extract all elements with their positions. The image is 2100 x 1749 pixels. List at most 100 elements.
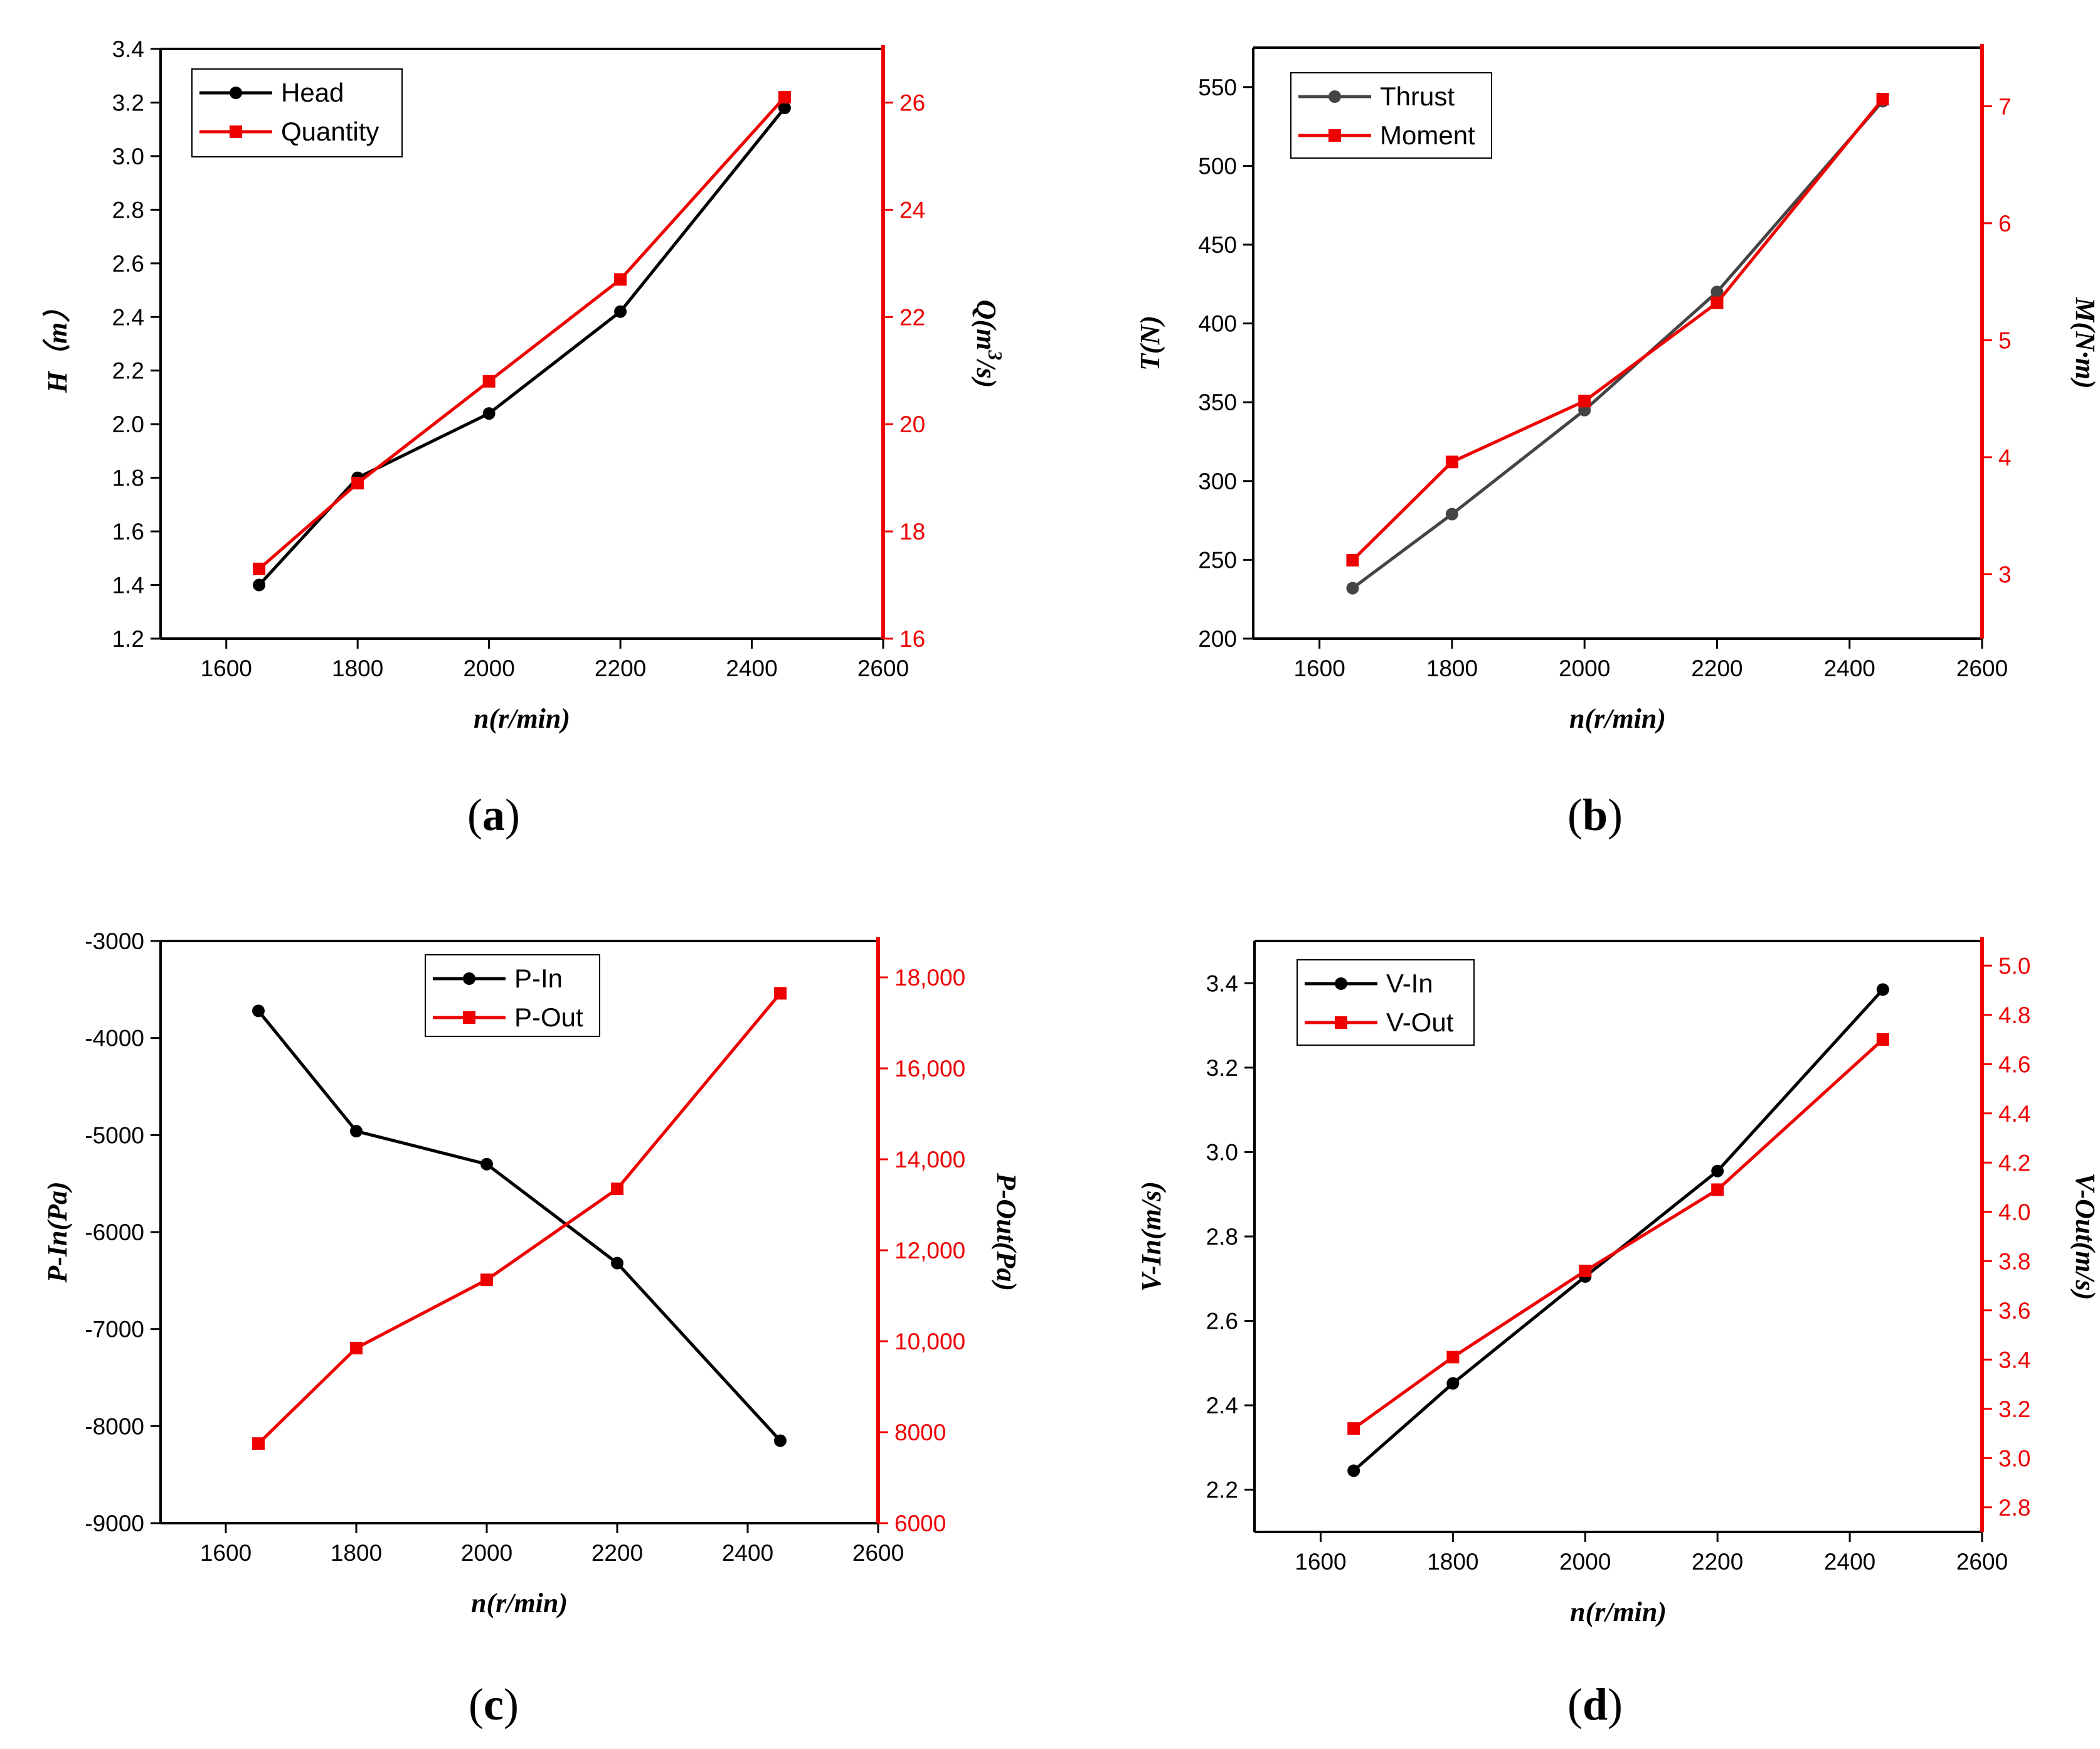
x-tick-label: 2200: [1691, 656, 1742, 681]
data-point-quantity: [778, 90, 791, 104]
data-point-v-out: [1711, 1183, 1724, 1196]
chart-panel-b: 1600 1800 2000 2200 2400 2600 n(r/min) 200 250 30…: [1135, 44, 2100, 734]
left-y-tick-label: 450: [1198, 232, 1237, 258]
left-y-axis-title: P-In(Pa): [42, 1181, 73, 1283]
right-y-tick-label: 14,000: [894, 1147, 965, 1172]
data-point-head: [778, 102, 791, 114]
legend-swatch-marker: [1328, 129, 1341, 142]
x-tick-label: 2600: [852, 1540, 904, 1566]
right-y-tick-label: 4.4: [1998, 1101, 2030, 1127]
legend-label: Thrust: [1380, 82, 1455, 111]
series-line-v-in: [1352, 988, 1884, 1472]
right-y-axis-title: V-Out(m/s): [2070, 1173, 2100, 1300]
chart-panel-d: 1600 1800 2000 2200 2400 2600 n(r/min) 2.2 2.4 2.…: [1136, 937, 2100, 1627]
legend-box: [191, 68, 403, 157]
right-y-axis-title: M(N·m): [2070, 297, 2100, 388]
data-point-moment: [1876, 93, 1889, 106]
x-tick-label: 1600: [200, 1540, 252, 1566]
data-point-thrust: [1710, 285, 1724, 299]
right-y-tick-label: 20: [899, 412, 925, 437]
data-point-p-out: [774, 987, 787, 1000]
left-y-tick-label: 2.8: [112, 197, 144, 223]
series-line-v-out: [1352, 1038, 1884, 1430]
right-y-tick-label: 3.6: [1998, 1298, 2030, 1324]
left-y-tick-label: 200: [1198, 626, 1237, 652]
left-y-tick-label: -8000: [85, 1413, 144, 1439]
x-tick-label: 2400: [726, 656, 777, 681]
data-point-moment: [1445, 455, 1458, 469]
data-point-p-out: [350, 1341, 363, 1354]
right-y-tick-label: 5.0: [1998, 953, 2030, 979]
data-point-p-in: [252, 1004, 265, 1018]
legend-swatch-marker: [1328, 90, 1341, 103]
left-y-tick-label: 1.2: [112, 626, 144, 652]
data-point-head: [482, 407, 496, 420]
series-line-p-out: [257, 992, 782, 1445]
data-point-head: [614, 305, 627, 318]
legend-label: V-Out: [1386, 1007, 1454, 1037]
right-y-axis-title-main: P-Out(Pa): [991, 1172, 1022, 1291]
data-point-p-in: [480, 1157, 493, 1171]
data-point-v-out: [1347, 1422, 1360, 1435]
right-y-tick-label: 8000: [894, 1420, 946, 1445]
right-y-tick-label: 4.0: [1998, 1199, 2030, 1225]
right-y-tick-label: 24: [899, 197, 925, 223]
legend-label: Head: [281, 78, 344, 107]
right-y-tick-label: 10,000: [894, 1329, 965, 1354]
x-tick-label: 1600: [1293, 656, 1345, 681]
left-y-tick-label: 2.8: [1206, 1224, 1238, 1250]
data-point-p-out: [611, 1183, 623, 1196]
data-point-moment: [1578, 395, 1591, 408]
right-y-tick-label: 6: [1998, 211, 2012, 237]
right-y-tick-label: 5: [1998, 327, 2012, 353]
legend-label: Moment: [1380, 120, 1475, 150]
x-tick-label: 2200: [595, 656, 646, 681]
right-y-tick-label: 2.8: [1998, 1495, 2030, 1521]
x-tick-label: 1800: [1427, 1549, 1478, 1575]
data-point-quantity: [614, 273, 627, 286]
right-y-tick-label: 4: [1998, 445, 2012, 470]
caption-c: (c): [469, 1679, 519, 1730]
legend-label: Quantity: [281, 117, 379, 146]
data-point-p-in: [774, 1434, 787, 1447]
left-y-axis-title-main: T(N): [1135, 316, 1165, 371]
x-tick-label: 2600: [857, 656, 909, 681]
legend-swatch-marker: [230, 87, 242, 99]
right-y-tick-label: 16,000: [894, 1056, 965, 1082]
right-y-tick-label: 4.8: [1998, 1002, 2030, 1028]
legend-label: V-In: [1386, 969, 1433, 998]
x-tick-label: 2000: [1559, 1549, 1611, 1575]
data-point-v-in: [1711, 1164, 1724, 1178]
caption-b: (b): [1567, 790, 1623, 840]
right-y-axis-title: P-Out(Pa): [991, 1172, 1022, 1291]
series-line-thrust: [1351, 100, 1884, 590]
x-tick-label: 1800: [332, 656, 383, 681]
data-point-thrust: [1346, 582, 1359, 595]
x-axis-title: n(r/min): [471, 1588, 568, 1619]
left-y-axis-title-main: P-In(Pa): [42, 1181, 73, 1283]
data-point-v-in: [1347, 1464, 1360, 1477]
legend-swatch-marker: [230, 125, 242, 138]
x-tick-label: 2000: [1559, 656, 1610, 681]
series-line-p-in: [257, 1009, 782, 1442]
x-tick-label: 2200: [1692, 1549, 1743, 1575]
right-y-tick-label: 3.2: [1998, 1396, 2030, 1422]
x-axis-title: n(r/min): [1570, 1597, 1667, 1627]
left-y-axis-title-main: H: [42, 370, 73, 393]
right-y-tick-label: 3: [1998, 561, 2012, 587]
caption-d: (d): [1567, 1679, 1623, 1730]
legend-box: [1297, 959, 1475, 1046]
data-point-p-out: [480, 1273, 493, 1287]
right-y-tick-label: 12,000: [894, 1238, 965, 1263]
right-y-tick-label: 7: [1998, 93, 2012, 119]
left-y-tick-label: -9000: [85, 1511, 144, 1536]
left-y-tick-label: 350: [1198, 390, 1237, 415]
right-y-axis-title-main: M(N·m): [2070, 297, 2100, 388]
left-y-tick-label: 500: [1198, 153, 1237, 179]
left-y-tick-label: 3.0: [1206, 1139, 1238, 1165]
data-point-quantity: [253, 562, 266, 575]
legend-label: P-Out: [514, 1002, 583, 1032]
x-tick-label: 2600: [1956, 1549, 2008, 1575]
x-tick-label: 1800: [1426, 656, 1478, 681]
x-tick-label: 2400: [1824, 656, 1875, 681]
